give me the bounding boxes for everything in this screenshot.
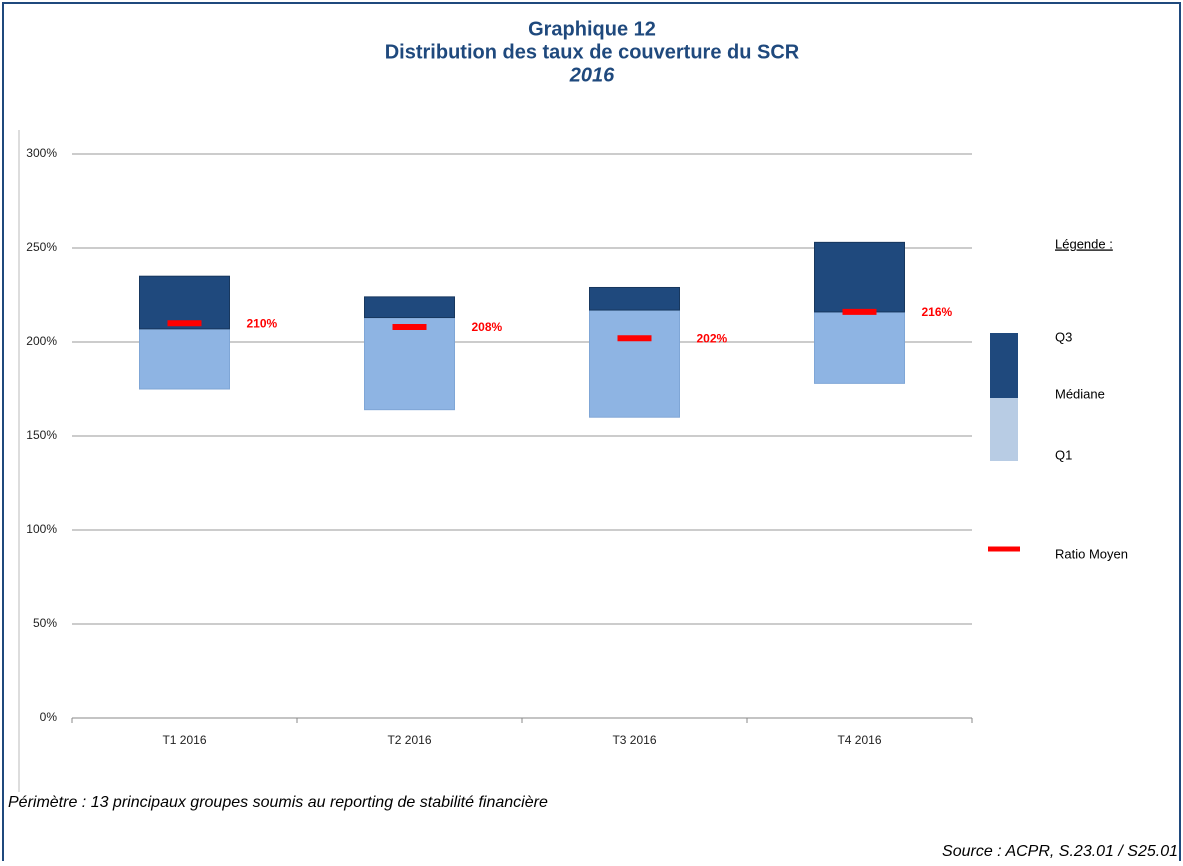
y-tick-label: 150% bbox=[26, 428, 57, 442]
mean-label: 208% bbox=[472, 320, 503, 334]
legend-swatch bbox=[990, 398, 1018, 461]
legend-label: Q3 bbox=[1055, 329, 1072, 344]
mean-label: 202% bbox=[697, 331, 728, 345]
source: Source : ACPR, S.23.01 / S25.01 bbox=[942, 843, 1178, 860]
lower-box bbox=[814, 311, 905, 384]
mean-label: 210% bbox=[247, 316, 278, 330]
y-tick-label: 250% bbox=[26, 240, 57, 254]
lower-box bbox=[589, 309, 680, 418]
y-tick-label: 50% bbox=[33, 616, 57, 630]
upper-box bbox=[589, 286, 680, 311]
lower-box bbox=[364, 317, 455, 411]
lower-box bbox=[139, 328, 230, 390]
chart-period: 2016 bbox=[569, 64, 615, 86]
x-tick-label: T3 2016 bbox=[612, 733, 656, 747]
upper-box bbox=[139, 275, 230, 330]
chart-title: Graphique 12 bbox=[528, 18, 656, 40]
upper-box bbox=[364, 296, 455, 319]
legend-label: Médiane bbox=[1055, 386, 1105, 401]
x-tick-label: T2 2016 bbox=[387, 733, 431, 747]
legend-title: Légende : bbox=[1055, 236, 1113, 251]
mean-label: 216% bbox=[922, 305, 953, 319]
chart-subtitle: Distribution des taux de couverture du S… bbox=[385, 41, 800, 63]
x-tick-label: T1 2016 bbox=[162, 733, 206, 747]
y-tick-label: 0% bbox=[40, 710, 58, 724]
y-tick-label: 300% bbox=[26, 146, 57, 160]
legend-swatch bbox=[990, 333, 1018, 398]
legend-label: Q1 bbox=[1055, 447, 1072, 462]
y-tick-label: 100% bbox=[26, 522, 57, 536]
y-tick-label: 200% bbox=[26, 334, 57, 348]
note: Périmètre : 13 principaux groupes soumis… bbox=[8, 794, 548, 811]
upper-box bbox=[814, 241, 905, 313]
x-tick-label: T4 2016 bbox=[837, 733, 881, 747]
legend-label: Ratio Moyen bbox=[1055, 546, 1128, 561]
